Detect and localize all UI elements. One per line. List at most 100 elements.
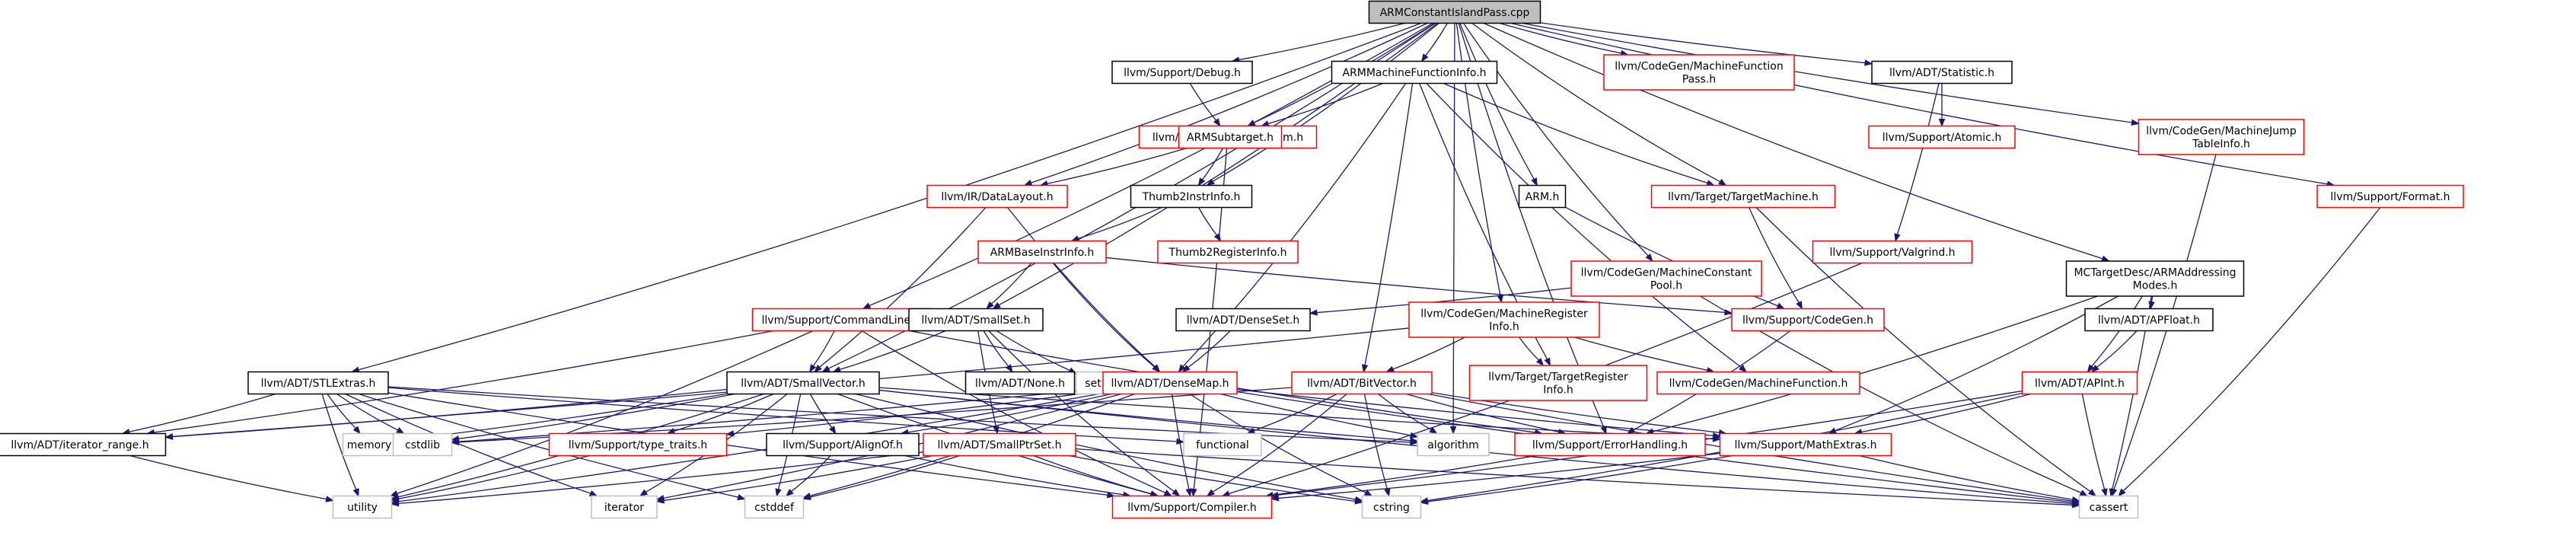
node-label: llvm/ADT/SmallSet.h bbox=[921, 314, 1030, 327]
edge-line bbox=[398, 454, 590, 499]
edge-stlextras-to-cstddef bbox=[359, 393, 746, 501]
arrowhead bbox=[1535, 358, 1545, 367]
arrowhead bbox=[1385, 365, 1395, 373]
node-stlextras[interactable]: llvm/ADT/STLExtras.h bbox=[247, 371, 389, 395]
edge-line bbox=[1443, 82, 1708, 183]
edge-mathextras-to-cassert bbox=[1859, 454, 2080, 503]
node-armmfi[interactable]: ARMMachineFunctionInfo.h bbox=[1331, 60, 1498, 85]
node-algorithm[interactable]: algorithm bbox=[1417, 432, 1490, 457]
node-label: llvm/Support/Format.h bbox=[2330, 191, 2450, 203]
node-armh[interactable]: ARM.h bbox=[1518, 184, 1567, 209]
node-label: llvm/ADT/SmallVector.h bbox=[741, 378, 866, 390]
node-errorhandling[interactable]: llvm/Support/ErrorHandling.h bbox=[1514, 432, 1706, 457]
arrowhead bbox=[2101, 488, 2108, 497]
edge-line bbox=[336, 393, 399, 431]
arrowhead bbox=[775, 488, 782, 497]
node-layer: ARMConstantIslandPass.cpp llvm/Support/De… bbox=[0, 0, 2464, 519]
arrowhead bbox=[1191, 488, 1197, 497]
node-cstdlib[interactable]: cstdlib bbox=[392, 432, 453, 457]
node-utility[interactable]: utility bbox=[332, 495, 393, 519]
edge-line bbox=[839, 330, 946, 371]
node-thumb2ii[interactable]: Thumb2InstrInfo.h bbox=[1130, 184, 1253, 209]
edge-line bbox=[1364, 83, 1414, 365]
node-label: Pass.h bbox=[1682, 74, 1716, 86]
node-atomic[interactable]: llvm/Support/Atomic.h bbox=[1868, 125, 2016, 149]
node-box bbox=[1102, 371, 1238, 395]
node-smallvector[interactable]: llvm/ADT/SmallVector.h bbox=[726, 371, 880, 395]
arrowhead bbox=[809, 364, 817, 373]
arrowhead bbox=[1864, 59, 1873, 66]
node-densemap[interactable]: llvm/ADT/DenseMap.h bbox=[1102, 371, 1238, 395]
node-label: llvm/Support/Debug.h bbox=[1124, 67, 1241, 79]
edge-line bbox=[1896, 83, 1940, 235]
arrowhead bbox=[1409, 432, 1419, 439]
node-armbii[interactable]: ARMBaseInstrInfo.h bbox=[977, 240, 1107, 264]
node-memory[interactable]: memory bbox=[342, 432, 397, 457]
node-cstddef[interactable]: cstddef bbox=[744, 495, 805, 519]
edge-mathextras-to-cstring bbox=[1420, 454, 1733, 505]
node-box bbox=[2316, 184, 2464, 209]
edge-line bbox=[2113, 154, 2217, 490]
edge-line bbox=[878, 387, 1714, 440]
node-cassert[interactable]: cassert bbox=[2078, 495, 2139, 519]
node-label: Thumb2InstrInfo.h bbox=[1142, 191, 1241, 203]
node-statistic[interactable]: llvm/ADT/Statistic.h bbox=[1871, 60, 2013, 85]
edge-mcpool-to-denseset bbox=[1309, 287, 1572, 316]
edge-stlextras-to-memory bbox=[327, 394, 361, 435]
edge-format-to-cassert bbox=[2118, 207, 2381, 497]
node-smallset[interactable]: llvm/ADT/SmallSet.h bbox=[908, 308, 1044, 332]
node-smallptrset[interactable]: llvm/ADT/SmallPtrSet.h bbox=[923, 432, 1076, 457]
node-typetraits[interactable]: llvm/Support/type_traits.h bbox=[548, 432, 728, 457]
node-targetmachine[interactable]: llvm/Target/TargetMachine.h bbox=[1650, 184, 1836, 209]
node-mathextras[interactable]: llvm/Support/MathExtras.h bbox=[1719, 432, 1892, 457]
node-cstring[interactable]: cstring bbox=[1361, 495, 1422, 519]
node-label: cassert bbox=[2090, 502, 2128, 514]
node-functional[interactable]: functional bbox=[1183, 432, 1262, 457]
node-label: llvm/Support/ErrorHandling.h bbox=[1532, 439, 1688, 451]
node-denseset[interactable]: llvm/ADT/DenseSet.h bbox=[1175, 308, 1311, 332]
edge-line bbox=[1197, 207, 1218, 236]
node-format[interactable]: llvm/Support/Format.h bbox=[2316, 184, 2464, 209]
node-alignof[interactable]: llvm/Support/AlignOf.h bbox=[766, 432, 920, 457]
node-box bbox=[1603, 54, 1795, 91]
node-iterator[interactable]: iterator bbox=[591, 495, 658, 519]
node-label: cstdlib bbox=[405, 439, 440, 451]
node-root[interactable]: ARMConstantIslandPass.cpp bbox=[1368, 0, 1541, 24]
node-debug[interactable]: llvm/Support/Debug.h bbox=[1111, 60, 1253, 85]
node-iterrange[interactable]: llvm/ADT/iterator_range.h bbox=[0, 432, 167, 457]
edge-statistic-to-atomic bbox=[1938, 83, 1946, 127]
edge-line bbox=[1574, 336, 1708, 371]
node-armsub[interactable]: ARMSubtarget.h bbox=[1178, 125, 1283, 149]
node-mf[interactable]: llvm/CodeGen/MachineFunction.h bbox=[1656, 371, 1860, 395]
node-compiler[interactable]: llvm/Support/Compiler.h bbox=[1111, 495, 1273, 519]
edge-line bbox=[1426, 83, 1742, 368]
edge-line bbox=[991, 263, 1032, 305]
node-box bbox=[1417, 432, 1490, 457]
node-thumb2ri[interactable]: Thumb2RegisterInfo.h bbox=[1157, 240, 1299, 264]
edge-line bbox=[129, 393, 276, 432]
node-bitvector[interactable]: llvm/ADT/BitVector.h bbox=[1291, 371, 1433, 395]
arrowhead bbox=[832, 366, 842, 373]
node-apint[interactable]: llvm/ADT/APInt.h bbox=[2021, 371, 2138, 395]
node-codegen[interactable]: llvm/Support/CodeGen.h bbox=[1731, 308, 1885, 332]
node-apfloat[interactable]: llvm/ADT/APFloat.h bbox=[2084, 308, 2214, 332]
node-cmdline[interactable]: llvm/Support/CommandLine.h bbox=[751, 308, 931, 332]
node-box bbox=[977, 240, 1107, 264]
node-valgrind[interactable]: llvm/Support/Valgrind.h bbox=[1812, 240, 1973, 264]
node-datalayout[interactable]: llvm/IR/DataLayout.h bbox=[926, 184, 1068, 209]
arrowhead bbox=[1531, 177, 1538, 187]
arrowhead bbox=[1410, 437, 1419, 444]
edge-line bbox=[812, 330, 835, 367]
node-none[interactable]: llvm/ADT/None.h bbox=[964, 371, 1076, 395]
arrowhead bbox=[1363, 490, 1373, 497]
edge-armmfi-to-armsub bbox=[1260, 82, 1383, 127]
arrowhead bbox=[1361, 364, 1369, 373]
node-box bbox=[923, 432, 1076, 457]
node-box bbox=[926, 184, 1068, 209]
